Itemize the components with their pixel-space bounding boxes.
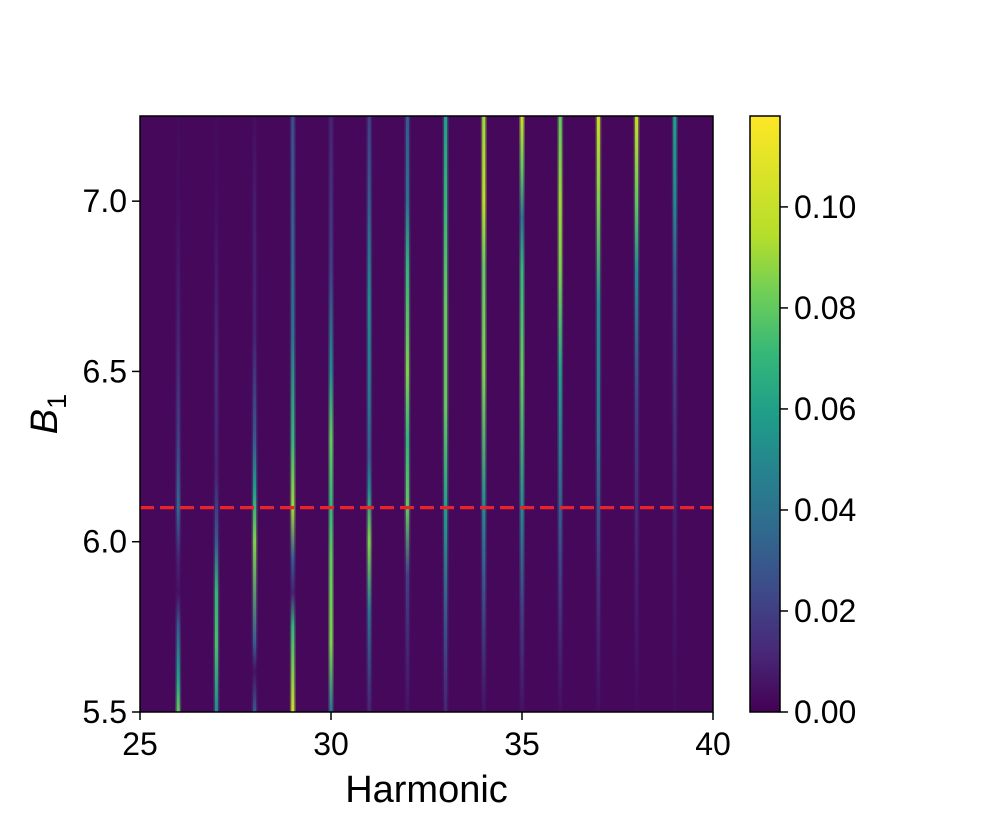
y-tick-label: 5.5 bbox=[83, 694, 127, 730]
y-axis-label-base: B bbox=[24, 409, 66, 434]
x-tick-label: 35 bbox=[504, 726, 540, 762]
heatmap-content bbox=[140, 116, 713, 712]
harmonic-line bbox=[444, 116, 448, 712]
y-tick-label: 6.5 bbox=[83, 353, 127, 389]
y-axis-label-subscript: 1 bbox=[42, 394, 72, 409]
x-tick-label: 25 bbox=[122, 726, 158, 762]
y-tick-label: 6.0 bbox=[83, 524, 127, 560]
x-tick-label: 30 bbox=[313, 726, 349, 762]
colorbar-tick-label: 0.00 bbox=[794, 694, 856, 730]
plot-frame bbox=[139, 115, 714, 713]
colorbar-tick-label: 0.06 bbox=[794, 391, 856, 427]
harmonic-line bbox=[176, 116, 180, 712]
harmonic-line bbox=[291, 116, 295, 712]
harmonic-line bbox=[214, 116, 218, 712]
harmonic-line bbox=[367, 116, 371, 712]
x-tick-label: 40 bbox=[695, 726, 731, 762]
heatmap-background bbox=[140, 116, 713, 712]
harmonic-line bbox=[329, 116, 333, 712]
harmonic-line bbox=[558, 116, 562, 712]
colorbar-tick-label: 0.04 bbox=[794, 492, 856, 528]
x-axis: 25 30 35 40 bbox=[122, 712, 731, 762]
colorbar-axis: 0.00 0.02 0.04 0.06 0.08 0.10 bbox=[780, 189, 856, 730]
harmonic-line bbox=[253, 116, 257, 712]
harmonic-line bbox=[596, 116, 600, 712]
harmonic-line bbox=[405, 116, 409, 712]
colorbar-gradient bbox=[750, 116, 780, 712]
colorbar-tick-label: 0.08 bbox=[794, 290, 856, 326]
harmonic-line bbox=[482, 116, 486, 712]
colorbar-tick-label: 0.10 bbox=[794, 189, 856, 225]
y-axis: 5.5 6.0 6.5 7.0 bbox=[83, 183, 140, 730]
harmonic-line bbox=[673, 116, 677, 712]
y-tick-label: 7.0 bbox=[83, 183, 127, 219]
x-axis-label: Harmonic bbox=[345, 769, 508, 811]
harmonic-line bbox=[520, 116, 524, 712]
colorbar-frame bbox=[749, 115, 781, 713]
y-axis-label: B1 bbox=[24, 394, 72, 434]
harmonic-line bbox=[635, 116, 639, 712]
colorbar-tick-label: 0.02 bbox=[794, 593, 856, 629]
